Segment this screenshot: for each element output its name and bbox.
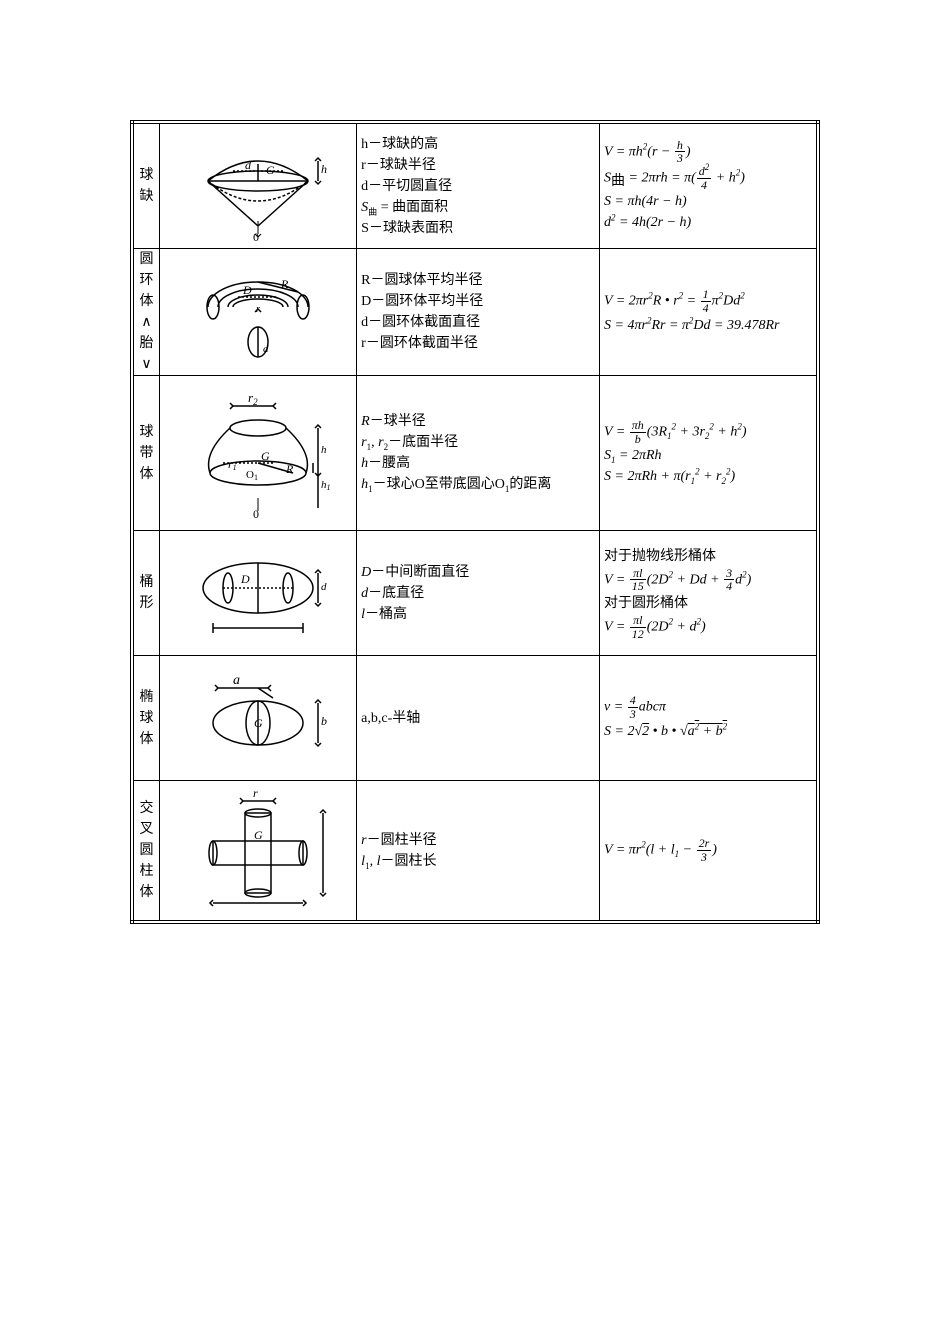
figure-cell: D d xyxy=(160,531,357,656)
definitions: R－圆球体平均半径 D－圆环体平均半径 d－圆环体截面直径 r－圆环体截面半径 xyxy=(357,249,600,376)
svg-text:r: r xyxy=(253,786,258,800)
table-row: 圆环体∧胎∨ D R r d R－圆球体平均半径 D－圆环体平均半径 d－圆环体… xyxy=(132,249,818,376)
definitions: a,b,c-半轴 xyxy=(357,656,600,781)
svg-text:d: d xyxy=(263,343,269,355)
figure-cell: d G h 0 xyxy=(160,122,357,249)
ellipsoid-icon: a G b xyxy=(173,658,343,778)
svg-text:O1: O1 xyxy=(246,469,258,482)
shape-name: 交叉圆柱体 xyxy=(132,781,160,923)
definitions: D－中间断面直径 d－底直径 l－桶高 xyxy=(357,531,600,656)
svg-text:G: G xyxy=(254,828,263,842)
svg-text:G: G xyxy=(266,163,275,177)
shape-name: 圆环体∧胎∨ xyxy=(132,249,160,376)
shape-name: 球带体 xyxy=(132,376,160,531)
svg-text:G: G xyxy=(261,449,270,463)
svg-text:D: D xyxy=(240,572,250,586)
formulas: V = πr2(l + l1 − 2r3) xyxy=(600,781,818,923)
svg-text:h: h xyxy=(321,162,327,176)
table-row: 桶形 D d D－中间断面直径 d－底直径 l－桶高 对于抛物线形桶体 V = … xyxy=(132,531,818,656)
shape-name: 椭球体 xyxy=(132,656,160,781)
geometry-formula-table: 球缺 d G h 0 h－球缺的高 r－球缺半径 d－平切圆直径 S曲 = 曲面… xyxy=(130,120,820,924)
spherical-cap-icon: d G h 0 xyxy=(173,126,343,246)
svg-text:d: d xyxy=(245,158,252,172)
formulas: V = πhb(3R12 + 3r22 + h2) S1 = 2πRh S = … xyxy=(600,376,818,531)
definitions: r－圆柱半径 l1, l－圆柱长 xyxy=(357,781,600,923)
table-row: 椭球体 a G b a,b,c-半轴 v = 43abcπ S = 2√2 • … xyxy=(132,656,818,781)
formulas: v = 43abcπ S = 2√2 • b • √a2 + b2 xyxy=(600,656,818,781)
svg-text:d: d xyxy=(321,581,327,593)
formulas: V = πh2(r − h3) S曲 = 2πrh = π(d24 + h2) … xyxy=(600,122,818,249)
svg-text:r2: r2 xyxy=(248,390,258,407)
svg-text:a: a xyxy=(233,673,240,688)
figure-cell: D R r d xyxy=(160,249,357,376)
svg-text:b: b xyxy=(321,714,327,728)
shape-name: 球缺 xyxy=(132,122,160,249)
svg-text:r: r xyxy=(256,304,260,315)
formulas: 对于抛物线形桶体 V = πl15(2D2 + Dd + 34d2) 对于圆形桶… xyxy=(600,531,818,656)
table-row: 交叉圆柱体 r G r－圆柱半径 l1, l－圆柱长 V = πr2(l + l… xyxy=(132,781,818,923)
formulas: V = 2πr2R • r2 = 14π2Dd2 S = 4πr2Rr = π2… xyxy=(600,249,818,376)
crossed-cylinders-icon: r G xyxy=(173,783,343,918)
svg-text:G: G xyxy=(254,716,263,730)
spherical-zone-icon: r2 r1 G O1 R h h1 0 xyxy=(173,378,343,528)
table-row: 球缺 d G h 0 h－球缺的高 r－球缺半径 d－平切圆直径 S曲 = 曲面… xyxy=(132,122,818,249)
definitions: h－球缺的高 r－球缺半径 d－平切圆直径 S曲 = 曲面面积 S－球缺表面积 xyxy=(357,122,600,249)
svg-text:r1: r1 xyxy=(228,457,237,472)
svg-text:R: R xyxy=(280,277,289,291)
definitions: R－球半径 r1, r2－底面半径 h－腰高 h1－球心O至带底圆心O1的距离 xyxy=(357,376,600,531)
svg-text:D: D xyxy=(242,283,252,297)
svg-text:h1: h1 xyxy=(321,479,331,492)
barrel-icon: D d xyxy=(173,533,343,653)
figure-cell: r G xyxy=(160,781,357,923)
shape-name: 桶形 xyxy=(132,531,160,656)
figure-cell: r2 r1 G O1 R h h1 0 xyxy=(160,376,357,531)
table-row: 球带体 r2 r1 G O1 R h h1 0 R－球半径 r1, r2－底面半… xyxy=(132,376,818,531)
torus-icon: D R r d xyxy=(173,252,343,372)
figure-cell: a G b xyxy=(160,656,357,781)
svg-text:R: R xyxy=(285,462,294,476)
svg-text:h: h xyxy=(321,444,327,456)
